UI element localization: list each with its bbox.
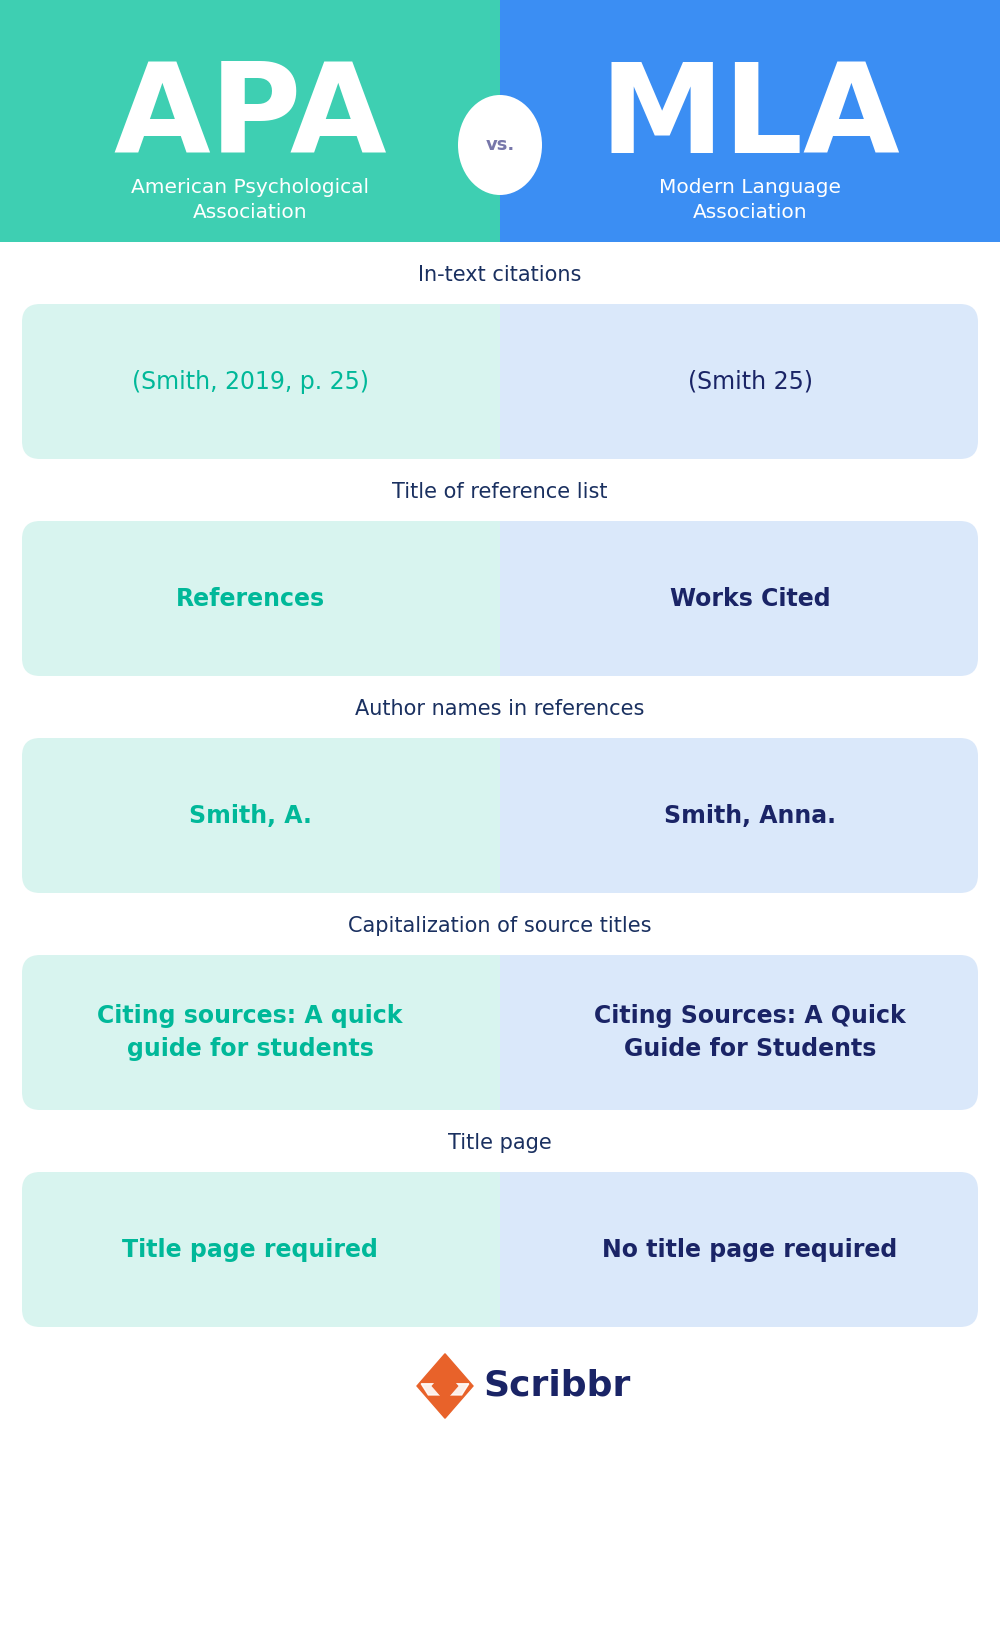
Text: Citing sources: A quick
guide for students: Citing sources: A quick guide for studen… (97, 1004, 403, 1061)
Text: Works Cited: Works Cited (670, 586, 830, 610)
Text: MLA: MLA (600, 57, 900, 179)
Text: Capitalization of source titles: Capitalization of source titles (348, 916, 652, 936)
Text: Citing Sources: A Quick
Guide for Students: Citing Sources: A Quick Guide for Studen… (594, 1004, 906, 1061)
Bar (500, 739, 520, 893)
FancyBboxPatch shape (22, 739, 500, 893)
Polygon shape (421, 1383, 469, 1394)
Bar (480, 955, 500, 1110)
FancyBboxPatch shape (22, 1171, 500, 1328)
Bar (500, 1171, 520, 1328)
Polygon shape (0, 680, 1000, 739)
Polygon shape (500, 0, 1000, 242)
Polygon shape (0, 246, 1000, 304)
Ellipse shape (458, 94, 542, 195)
Polygon shape (0, 1331, 1000, 1627)
Text: (Smith 25): (Smith 25) (688, 369, 812, 394)
Text: Smith, Anna.: Smith, Anna. (664, 804, 836, 828)
Text: vs.: vs. (485, 137, 515, 155)
Polygon shape (432, 1372, 458, 1401)
Text: American Psychological
Association: American Psychological Association (131, 177, 369, 221)
Bar (500, 521, 520, 675)
Text: No title page required: No title page required (602, 1238, 898, 1261)
Polygon shape (0, 464, 1000, 521)
Bar (480, 304, 500, 459)
Text: Scribbr: Scribbr (483, 1368, 630, 1402)
Text: Title of reference list: Title of reference list (392, 482, 608, 503)
FancyBboxPatch shape (22, 521, 500, 675)
FancyBboxPatch shape (22, 955, 500, 1110)
Text: (Smith, 2019, p. 25): (Smith, 2019, p. 25) (132, 369, 368, 394)
Text: Title page: Title page (448, 1132, 552, 1154)
FancyBboxPatch shape (500, 521, 978, 675)
Polygon shape (0, 0, 500, 242)
FancyBboxPatch shape (22, 304, 500, 459)
Bar (500, 955, 520, 1110)
Text: Smith, A.: Smith, A. (189, 804, 311, 828)
FancyBboxPatch shape (500, 1171, 978, 1328)
FancyBboxPatch shape (500, 739, 978, 893)
Bar (480, 521, 500, 675)
Text: Title page required: Title page required (122, 1238, 378, 1261)
Text: References: References (175, 586, 325, 610)
FancyBboxPatch shape (500, 304, 978, 459)
Text: APA: APA (113, 57, 387, 179)
Text: Author names in references: Author names in references (355, 700, 645, 719)
Text: In-text citations: In-text citations (418, 265, 582, 285)
Text: Modern Language
Association: Modern Language Association (659, 177, 841, 221)
Bar (500, 304, 520, 459)
Bar (480, 739, 500, 893)
Bar (480, 1171, 500, 1328)
FancyBboxPatch shape (500, 955, 978, 1110)
Polygon shape (0, 896, 1000, 955)
Polygon shape (417, 1354, 473, 1419)
Polygon shape (0, 1114, 1000, 1171)
